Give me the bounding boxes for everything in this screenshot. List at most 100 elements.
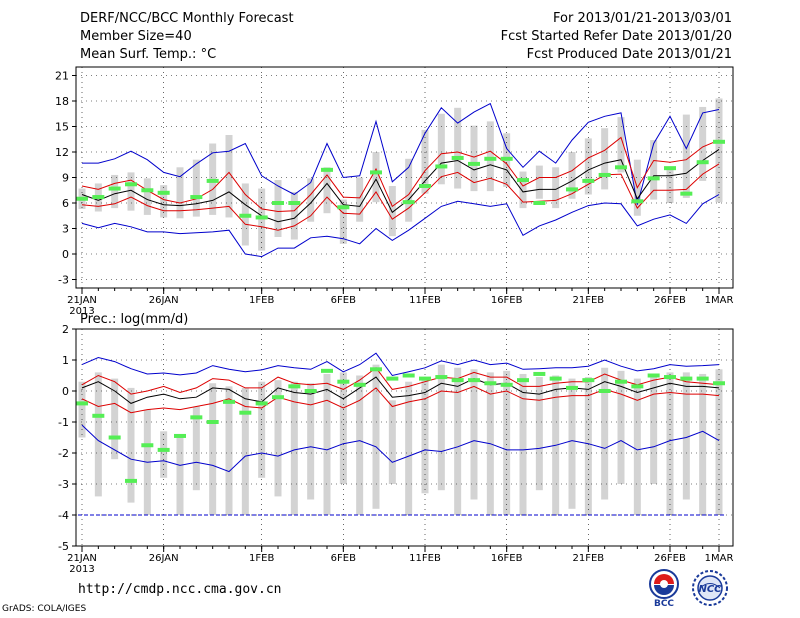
spread-box — [94, 372, 102, 497]
observation-marker — [402, 373, 415, 378]
ncc-logo-icon: NCC — [692, 570, 728, 606]
observation-marker — [272, 201, 284, 205]
observation-marker — [484, 381, 497, 386]
observation-marker — [272, 395, 284, 400]
y-tick-label: -4 — [58, 509, 69, 522]
observation-marker — [157, 190, 170, 195]
observation-marker — [125, 182, 137, 187]
spread-box — [454, 367, 462, 515]
spread-box — [176, 434, 184, 515]
observation-marker — [696, 160, 709, 165]
y-tick-label: 18 — [55, 95, 69, 108]
x-year-label: 2013 — [69, 564, 94, 575]
y-tick-label: -2 — [58, 447, 69, 460]
spread-box — [715, 98, 723, 203]
observation-marker — [598, 389, 611, 393]
observation-marker — [174, 433, 186, 438]
forecast-range: For 2013/01/21-2013/03/01 — [553, 11, 732, 26]
observation-marker — [92, 195, 105, 200]
observation-marker — [598, 172, 611, 177]
upper-quartile-line — [81, 367, 720, 395]
observation-marker — [451, 378, 464, 383]
spread-box — [666, 372, 674, 515]
observation-marker — [468, 378, 480, 383]
spread-box — [258, 188, 266, 251]
spread-box — [486, 121, 494, 192]
lower-quartile-line — [81, 385, 720, 414]
y-tick-label: -3 — [58, 478, 69, 491]
spread-box — [584, 138, 592, 195]
x-tick-label: 1FEB — [249, 295, 274, 306]
observation-marker — [190, 415, 203, 420]
x-tick-label: 1MAR — [705, 553, 734, 564]
x-tick-label: 11FEB — [409, 553, 441, 564]
spread-box — [388, 186, 396, 237]
spread-box — [356, 177, 364, 222]
max-line — [82, 102, 720, 205]
observation-marker — [419, 376, 431, 381]
spread-box — [633, 378, 641, 515]
observation-marker — [288, 384, 301, 389]
source-url: http://cmdp.ncc.cma.gov.cn — [78, 582, 282, 597]
spread-box — [307, 383, 315, 500]
spread-box — [405, 158, 413, 222]
y-tick-label: 9 — [62, 172, 69, 185]
observation-marker — [76, 401, 88, 406]
plot-frame — [75, 328, 734, 547]
spread-box — [650, 140, 658, 200]
observation-marker — [419, 184, 431, 188]
observation-marker — [533, 371, 546, 376]
x-tick-label: 26JAN — [149, 295, 179, 306]
observation-marker — [321, 167, 333, 172]
y-tick-label: 15 — [55, 121, 69, 134]
bcc-logo-text: BCC — [654, 599, 674, 608]
observation-marker — [451, 155, 464, 160]
x-tick-label: 26FEB — [654, 295, 686, 306]
y-tick-label: 12 — [55, 146, 69, 159]
observation-marker — [370, 367, 382, 372]
observation-marker — [141, 443, 154, 448]
observation-marker — [239, 213, 252, 218]
spread-box — [650, 377, 658, 484]
lower-quartile-line — [81, 163, 720, 231]
spread-box — [356, 375, 364, 515]
observation-marker — [435, 164, 448, 169]
observation-marker — [337, 379, 350, 384]
y-tick-label: 2 — [62, 323, 69, 336]
spread-box — [241, 387, 249, 515]
x-tick-label: 21JAN — [67, 553, 97, 564]
forecast-produced-date: Fcst Produced Date 2013/01/21 — [526, 47, 732, 62]
spread-box — [323, 167, 331, 214]
x-tick-label: 26FEB — [654, 553, 686, 564]
spread-box — [127, 387, 135, 503]
upper-quartile-line — [81, 136, 720, 213]
observation-marker — [206, 178, 219, 183]
spread-box — [519, 373, 527, 515]
observation-marker — [631, 384, 644, 389]
observation-marker — [533, 201, 546, 205]
spread-box — [274, 180, 282, 237]
spread-box — [601, 128, 609, 190]
spread-box — [176, 167, 184, 219]
spread-box — [470, 369, 478, 500]
observation-marker — [664, 375, 676, 380]
y-tick-label: 21 — [55, 70, 69, 83]
spread-box — [372, 152, 380, 203]
observation-marker — [370, 170, 382, 175]
spread-box — [111, 378, 119, 460]
min-line — [81, 424, 720, 473]
spread-box — [339, 199, 347, 244]
spread-box — [405, 381, 413, 515]
observation-marker — [255, 215, 268, 220]
spread-box — [225, 135, 233, 218]
spread-box — [143, 178, 151, 215]
y-tick-label: 1 — [62, 354, 69, 367]
x-tick-label: 16FEB — [491, 553, 523, 564]
observation-marker — [647, 373, 660, 378]
observation-marker — [664, 166, 676, 171]
observation-marker — [566, 385, 578, 390]
x-tick-label: 21JAN — [67, 295, 97, 306]
observation-marker — [517, 378, 529, 383]
spread-box — [470, 125, 478, 192]
observation-marker — [92, 413, 105, 418]
